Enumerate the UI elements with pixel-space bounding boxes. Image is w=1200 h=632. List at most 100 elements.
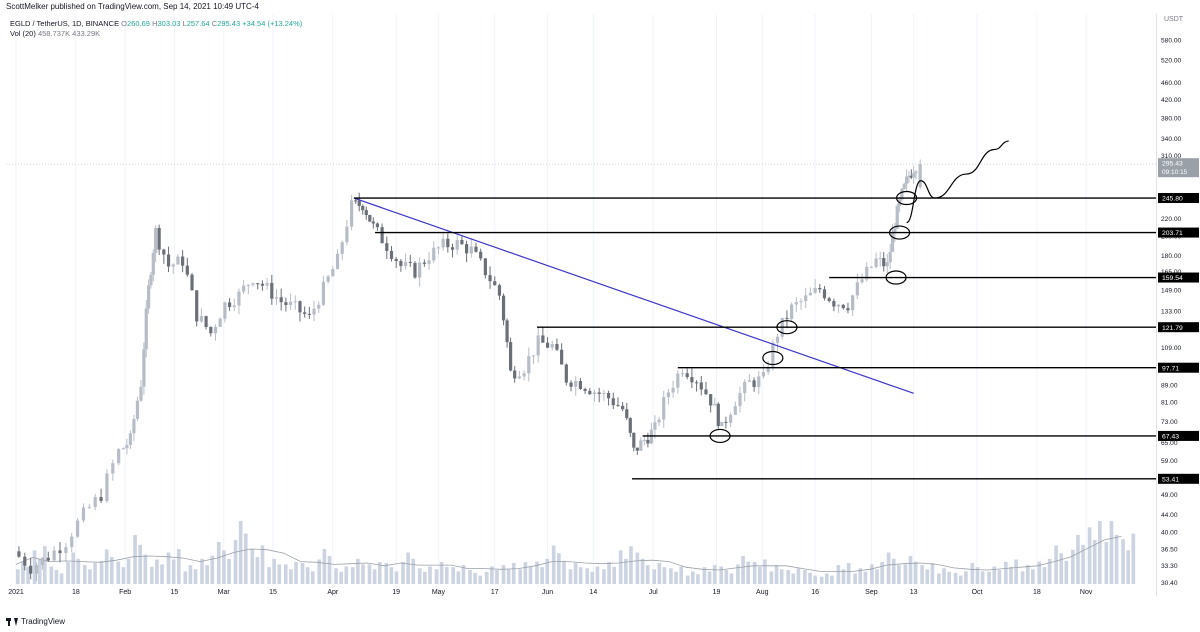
- candle-body: [279, 297, 283, 303]
- symbol-label[interactable]: EGLD / TetherUS, 1D, BINANCE: [10, 19, 120, 28]
- volume-bar: [964, 571, 968, 584]
- y-tick-label: 340.00: [1161, 136, 1182, 143]
- candle-body: [685, 373, 689, 378]
- volume-bar: [903, 564, 908, 584]
- candle-body: [460, 239, 464, 245]
- candle-body: [232, 305, 236, 307]
- volume-bar: [1059, 553, 1064, 584]
- candle-body: [766, 367, 770, 373]
- volume-bar: [853, 573, 857, 584]
- volume-bar: [585, 568, 590, 584]
- candle-body: [653, 422, 657, 430]
- change-value: +34.54 (+13.24%): [242, 19, 303, 28]
- volume-bar: [222, 550, 226, 584]
- candle-body: [64, 547, 68, 554]
- candle-body: [29, 565, 33, 574]
- candle-body: [676, 373, 680, 388]
- volume-bar: [958, 575, 963, 584]
- level-label-box: [1158, 272, 1199, 283]
- volume-bar: [662, 567, 667, 584]
- volume-bar: [1109, 521, 1114, 584]
- candle-body: [680, 373, 685, 375]
- candle-body: [724, 421, 728, 423]
- volume-bar: [791, 573, 796, 584]
- volume-bar: [1131, 533, 1136, 584]
- level-label: 245.80: [1162, 196, 1183, 203]
- volume-bar: [891, 558, 896, 584]
- close-value: 295.43: [217, 19, 241, 28]
- candle-body: [578, 380, 583, 389]
- volume-bar: [411, 558, 416, 584]
- price-scale-axis: 580.00 520.00 460.00 420.00 380.00 340.00 310.…: [1158, 38, 1199, 587]
- volume-bar: [473, 572, 477, 584]
- candle-body: [371, 221, 375, 224]
- candle-body: [905, 176, 909, 184]
- candle-body: [199, 316, 203, 322]
- volume-bar: [578, 567, 583, 584]
- y-tick-label: 165.00: [1161, 269, 1182, 276]
- volume-bar: [468, 570, 472, 584]
- candle-body: [804, 295, 808, 302]
- volume-bar: [808, 572, 812, 584]
- volume-bar: [155, 559, 159, 584]
- volume-bar: [166, 552, 171, 584]
- candle-body: [527, 356, 531, 374]
- volume-bar: [21, 561, 25, 584]
- candle-body: [204, 316, 208, 327]
- volume-bar: [685, 575, 690, 584]
- candle-body: [307, 313, 311, 315]
- volume-bar: [93, 563, 97, 584]
- volume-bar: [1126, 550, 1131, 584]
- volume-bar: [858, 568, 863, 584]
- volume-bar: [16, 569, 20, 584]
- candle-body: [885, 262, 889, 267]
- plot-area[interactable]: 2021 18 Feb 15 Mar 15 Apr 19 May 17 Jun 14 Jul 19 Aug 1…: [6, 14, 1156, 596]
- volume-bar: [133, 535, 137, 584]
- volume-bar: [980, 571, 985, 584]
- volume-bar: [757, 566, 762, 584]
- candle-body: [625, 409, 629, 419]
- volume-series: [16, 521, 1136, 584]
- candle-body: [666, 392, 671, 398]
- candle-body: [303, 312, 307, 314]
- volume-bar: [908, 556, 913, 584]
- volume-bar: [439, 561, 444, 584]
- volume-bar: [796, 568, 801, 584]
- candle-body: [361, 205, 365, 211]
- candle-body: [251, 283, 255, 285]
- volume-bar: [367, 564, 372, 584]
- candle-body: [642, 439, 646, 441]
- candle-body: [195, 290, 199, 322]
- volume-bar: [774, 565, 779, 584]
- x-tick-label: Jul: [649, 589, 658, 596]
- price-scale[interactable]: 580.00 520.00 460.00 420.00 380.00 340.00 310.…: [1156, 14, 1200, 596]
- tradingview-brand[interactable]: TradingView: [6, 617, 65, 626]
- volume-bar: [495, 570, 499, 584]
- candle-body: [474, 246, 478, 252]
- x-tick-label: 18: [1033, 589, 1041, 596]
- candle-body: [256, 283, 260, 285]
- candle-body: [713, 403, 717, 406]
- volume-bar: [49, 566, 54, 584]
- candle-body: [541, 335, 545, 343]
- volume-label[interactable]: Vol (20): [10, 29, 36, 38]
- volume-bar: [171, 559, 176, 584]
- volume-bar: [451, 567, 456, 584]
- candle-body: [70, 536, 74, 548]
- candle-body: [479, 251, 483, 259]
- candle-body: [720, 421, 724, 427]
- candle-body: [105, 473, 109, 501]
- candle-body: [40, 557, 45, 566]
- candle-body: [761, 372, 766, 377]
- volume-bar: [283, 564, 288, 584]
- candle-body: [111, 463, 115, 474]
- y-tick-label: 460.00: [1161, 80, 1182, 87]
- volume-bar: [76, 558, 81, 584]
- volume-bar: [428, 566, 432, 584]
- open-value: 260.69: [127, 19, 150, 28]
- volume-bar: [836, 565, 841, 584]
- y-tick-label: 81.00: [1161, 400, 1178, 407]
- trendline: [353, 197, 914, 394]
- y-tick-label: 65.00: [1161, 440, 1178, 447]
- volume-bar: [200, 558, 204, 584]
